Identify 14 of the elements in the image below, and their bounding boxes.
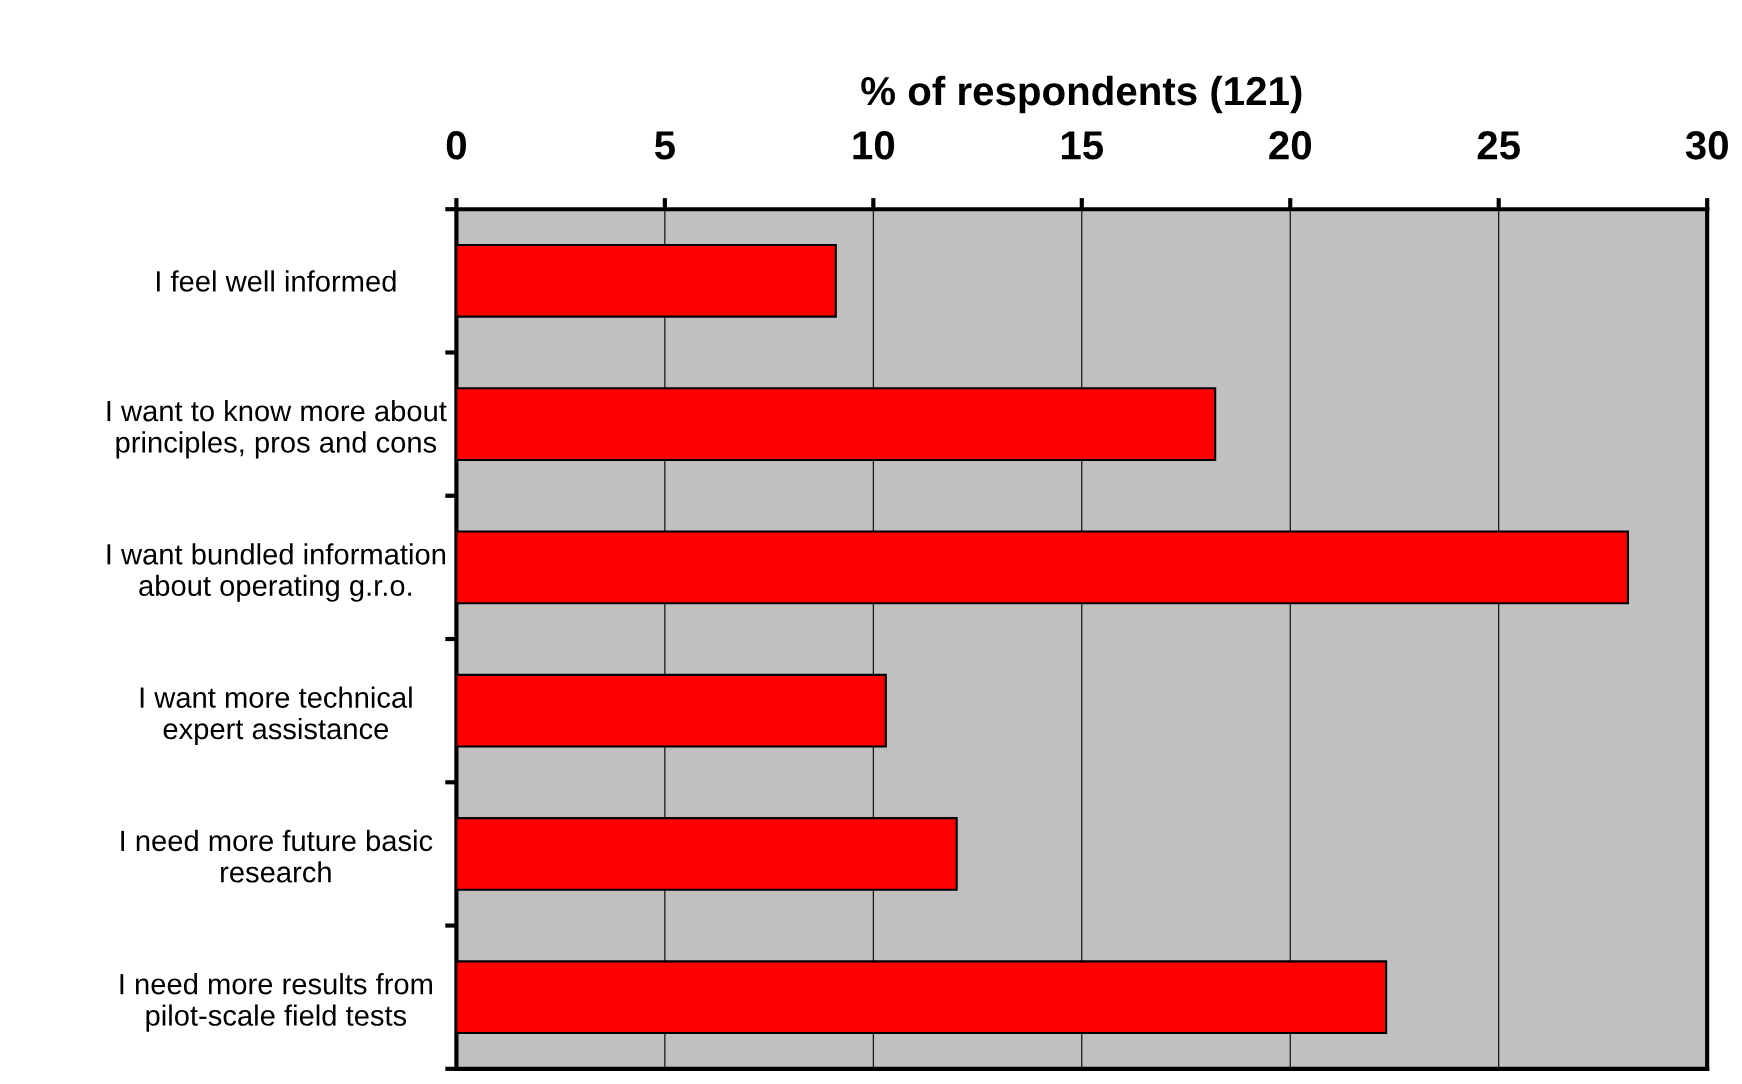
- y-tick-label: I need more results from pilot-scale field tests: [120, 973, 432, 1032]
- x-tick-label: 5: [654, 131, 675, 160]
- y-tick-label: I want to know more about principles, pros and cons: [107, 399, 447, 459]
- x-axis-title: % of respondents (121): [861, 75, 1302, 114]
- x-tick-label: 15: [1061, 131, 1104, 160]
- y-tick-label: I want bundled information about operating g.r.o.: [107, 543, 446, 602]
- x-tick-label: 0: [446, 131, 466, 160]
- x-tick-label: 10: [853, 131, 895, 160]
- x-tick-label: 30: [1685, 131, 1728, 160]
- y-tick-label: I feel well informed: [156, 270, 396, 292]
- y-tick-label: I want more technical expert assistance: [140, 686, 412, 746]
- y-tick-label: I need more future basic research: [121, 829, 433, 883]
- x-tick-label: 25: [1477, 131, 1520, 160]
- x-tick-label: 20: [1269, 131, 1311, 160]
